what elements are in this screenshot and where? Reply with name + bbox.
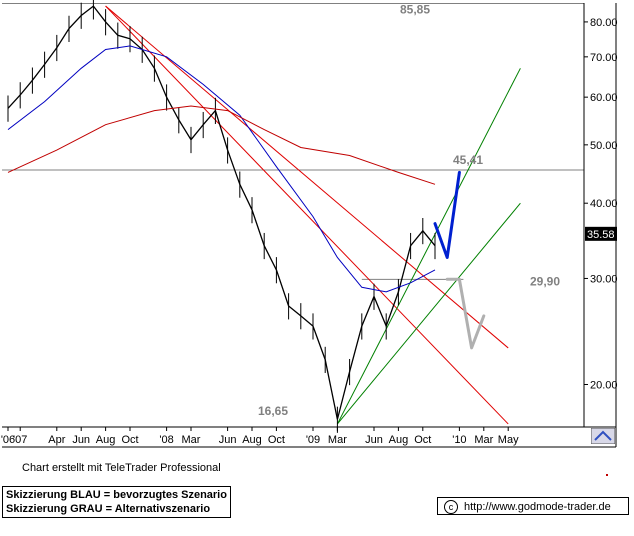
- moving-average-line: [7, 105, 436, 185]
- marker-dot: [606, 474, 608, 476]
- x-tick-label: '07: [13, 434, 27, 446]
- x-tick-label: Mar: [474, 434, 493, 446]
- x-tick-label: Apr: [48, 434, 65, 446]
- x-tick-label: Aug: [242, 434, 262, 446]
- last-price-tag: [585, 226, 617, 241]
- scenario-arrow: [433, 170, 461, 259]
- price-series-line: [7, 5, 436, 420]
- copyright-icon: c: [444, 500, 458, 514]
- x-tick-label: Aug: [96, 434, 116, 446]
- level-label: 85,85: [400, 2, 430, 16]
- source-url[interactable]: http://www.godmode-trader.de: [464, 501, 611, 513]
- x-tick-label: May: [498, 434, 519, 446]
- trendline: [105, 5, 509, 425]
- x-tick-label: '09: [306, 434, 320, 446]
- x-tick-label: Jun: [219, 434, 237, 446]
- trendline: [337, 202, 521, 425]
- y-axis: 20.00 30.00 40.00 50.00 60.00 70.00 80.00 35.58: [584, 17, 618, 391]
- scroll-arrow-icon[interactable]: [591, 428, 615, 444]
- scenario-legend: Skizzierung BLAU = bevorzugtes Szenario …: [2, 486, 231, 518]
- y-tick-label: 20.00: [590, 379, 618, 391]
- trendline: [336, 68, 521, 425]
- x-tick-label: Mar: [182, 434, 201, 446]
- y-tick-label: 40.00: [590, 198, 618, 210]
- y-tick-label: 70.00: [590, 52, 618, 64]
- x-tick-label: Oct: [121, 434, 138, 446]
- level-label: 29,90: [530, 274, 560, 288]
- level-label: 16,65: [258, 404, 288, 418]
- chart-credit: Chart erstellt mit TeleTrader Profession…: [22, 462, 221, 474]
- x-axis: '06'07 Apr Jun Aug Oct '08 Mar Jun Aug Oct '09 Mar J…: [1, 427, 519, 446]
- y-tick-label: 50.00: [590, 140, 618, 152]
- y-tick-label: 60.00: [590, 92, 618, 104]
- x-tick-label: Mar: [328, 434, 347, 446]
- scenario-arrow: [445, 277, 486, 350]
- y-tick-label: 30.00: [590, 273, 618, 285]
- x-tick-label: Jun: [365, 434, 383, 446]
- last-price-label: 35.58: [587, 229, 615, 241]
- source-url-box[interactable]: c http://www.godmode-trader.de: [437, 497, 629, 515]
- legend-grey-scenario: Skizzierung GRAU = Alternativszenario: [6, 503, 211, 515]
- x-tick-label: Jun: [72, 434, 90, 446]
- x-tick-label: Aug: [389, 434, 409, 446]
- level-labels: 85,85 45,41 29,90 16,65: [258, 2, 560, 418]
- x-tick-label: Oct: [414, 434, 431, 446]
- legend-blue-scenario: Skizzierung BLAU = bevorzugtes Szenario: [6, 489, 227, 501]
- x-tick-label: '06: [1, 434, 15, 446]
- x-tick-label: '08: [159, 434, 173, 446]
- trendline: [105, 5, 509, 349]
- x-tick-label: Oct: [268, 434, 285, 446]
- x-tick-label: '10: [452, 434, 466, 446]
- level-label: 45,41: [453, 153, 483, 167]
- moving-average-line: [7, 45, 436, 293]
- plot-area: [2, 0, 584, 433]
- y-tick-label: 80.00: [590, 17, 618, 29]
